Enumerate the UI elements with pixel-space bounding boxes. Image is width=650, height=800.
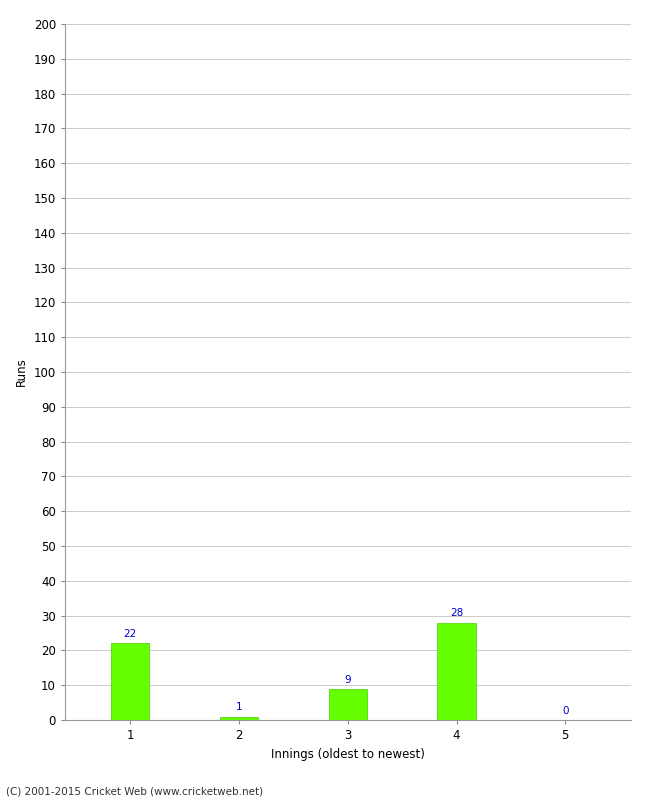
Bar [437,622,476,720]
Y-axis label: Runs: Runs [15,358,28,386]
Text: 9: 9 [344,674,351,685]
Bar [220,717,258,720]
Text: 1: 1 [236,702,242,712]
Bar [329,689,367,720]
Text: (C) 2001-2015 Cricket Web (www.cricketweb.net): (C) 2001-2015 Cricket Web (www.cricketwe… [6,786,264,796]
X-axis label: Innings (oldest to newest): Innings (oldest to newest) [271,747,424,761]
Text: 0: 0 [562,706,569,716]
Text: 28: 28 [450,608,463,618]
Bar [111,643,150,720]
Text: 22: 22 [124,630,137,639]
